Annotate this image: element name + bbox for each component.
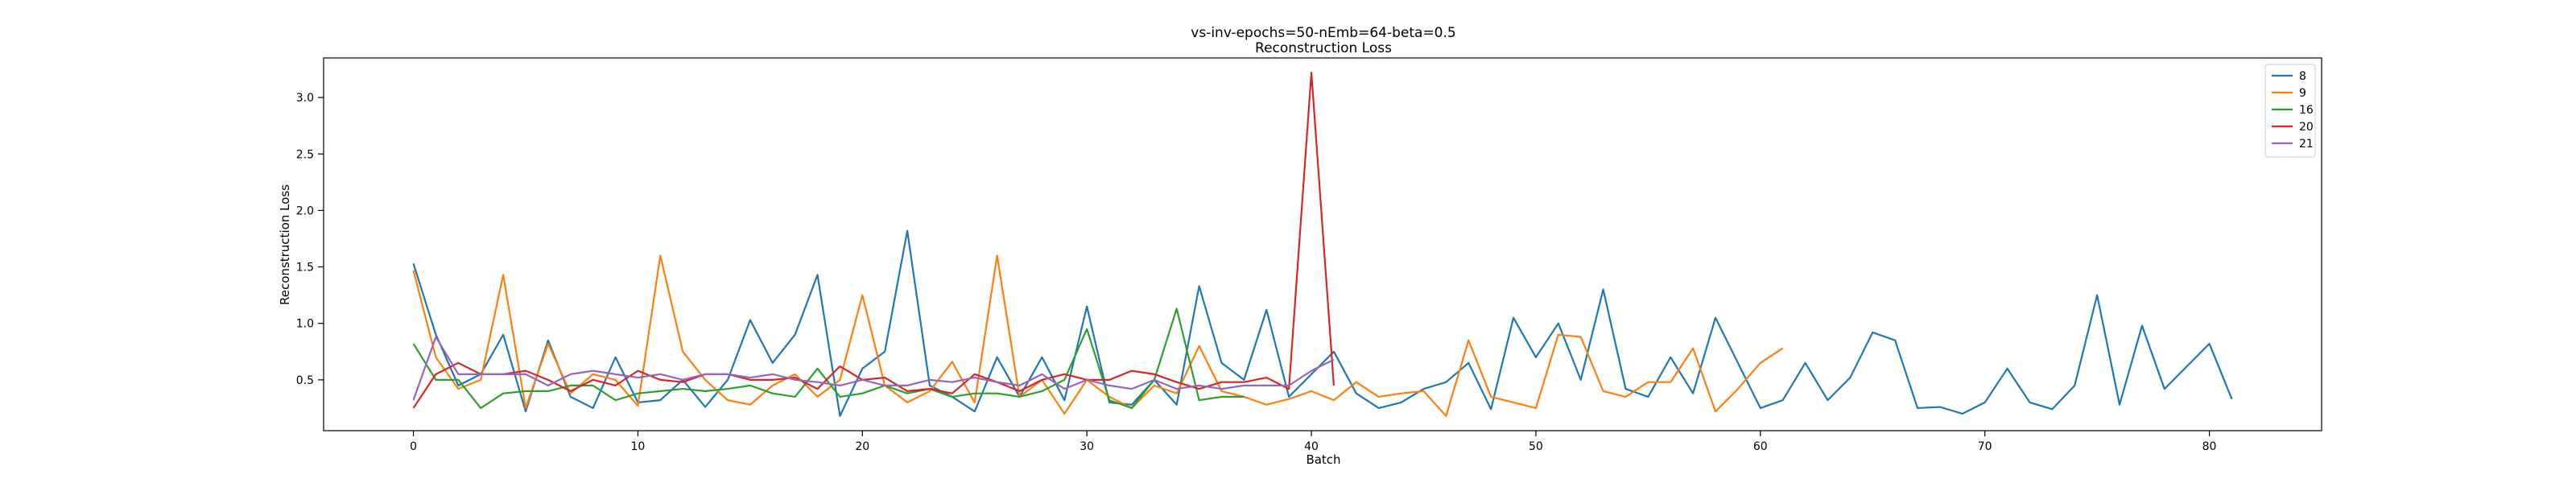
series-line-9 <box>412 254 1784 417</box>
series-line-8 <box>412 229 2233 417</box>
x-tick-label: 30 <box>1080 440 1094 453</box>
y-axis-label: Reconstruction Loss <box>278 184 292 305</box>
y-tick-label: 1.0 <box>296 318 314 331</box>
y-axis: 0.5 1.0 1.5 2.0 2.5 3.0 <box>296 92 324 387</box>
legend-label-16: 16 <box>2299 104 2314 117</box>
y-tick-label: 2.0 <box>296 204 314 217</box>
series-line-20 <box>412 72 1335 409</box>
y-tick-label: 3.0 <box>296 92 314 105</box>
y-tick-label: 2.5 <box>296 148 314 161</box>
x-tick-label: 20 <box>855 440 869 453</box>
x-axis-label: Batch <box>1306 452 1340 467</box>
legend: 8 9 16 20 21 <box>2264 64 2316 158</box>
x-tick-label: 50 <box>1529 440 1543 453</box>
y-tick-label: 0.5 <box>296 374 314 387</box>
chart-subtitle: Reconstruction Loss <box>1255 40 1392 56</box>
x-tick-label: 60 <box>1753 440 1768 453</box>
x-axis: 0 10 20 30 40 50 60 70 80 <box>410 431 2216 453</box>
plot-frame <box>323 57 2322 431</box>
x-tick-label: 10 <box>631 440 646 453</box>
x-tick-label: 80 <box>2202 440 2217 453</box>
legend-label-8: 8 <box>2299 70 2306 83</box>
legend-label-20: 20 <box>2299 121 2314 134</box>
series-line-21 <box>412 336 1335 401</box>
legend-label-21: 21 <box>2299 138 2314 151</box>
series-line-16 <box>412 308 1245 410</box>
legend-box <box>2264 64 2316 158</box>
x-tick-label: 70 <box>1978 440 1992 453</box>
legend-label-9: 9 <box>2299 87 2306 100</box>
plot-area <box>323 57 2322 431</box>
x-tick-label: 0 <box>410 440 417 453</box>
chart-title: vs-inv-epochs=50-nEmb=64-beta=0.5 <box>1191 25 1455 41</box>
y-tick-label: 1.5 <box>296 262 314 275</box>
x-tick-label: 40 <box>1304 440 1319 453</box>
